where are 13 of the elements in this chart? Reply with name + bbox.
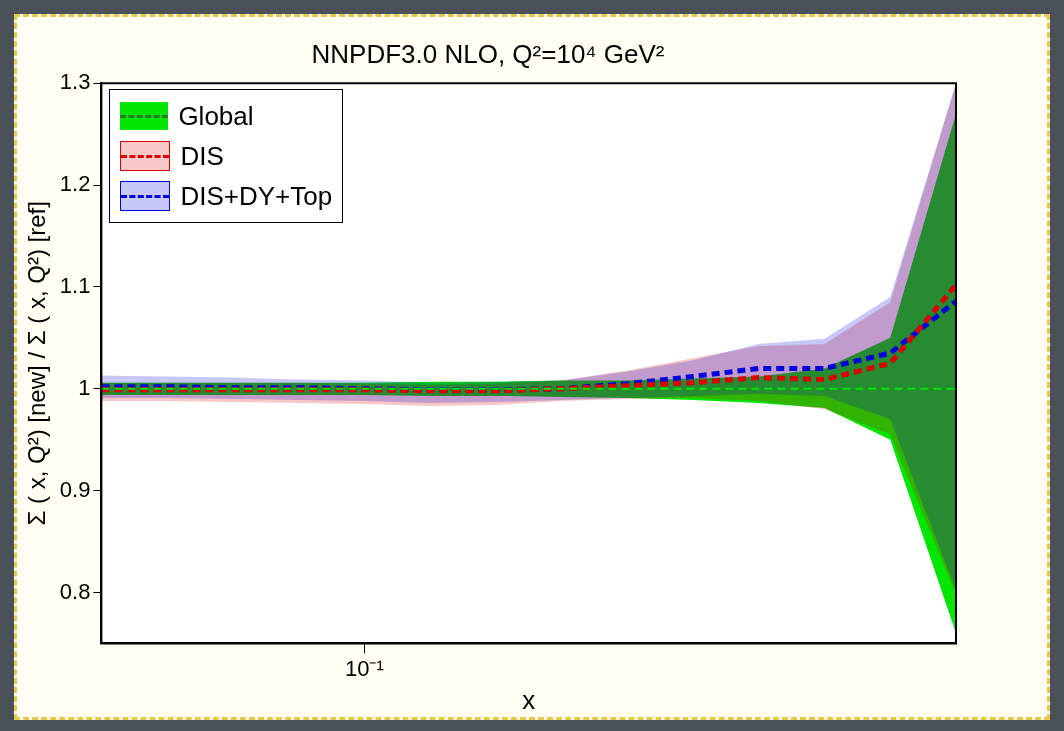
y-tick-label: 0.8 (59, 578, 91, 604)
legend-label: DIS (180, 140, 224, 172)
chart-title: NNPDF3.0 NLO, Q²=10⁴ GeV² (311, 38, 665, 69)
x-tick-label: 10⁻¹ (344, 655, 384, 681)
y-tick-label: 1 (78, 374, 91, 400)
y-tick-label: 0.9 (59, 476, 91, 502)
y-axis-title: Σ ( x, Q²) [new] / Σ ( x, Q²) [ref] (23, 201, 51, 526)
x-axis-title: x (522, 684, 536, 715)
legend-label: DIS+DY+Top (180, 180, 333, 212)
y-tick-label: 1.2 (59, 171, 91, 197)
y-tick-label: 1.3 (59, 69, 91, 95)
legend-label: Global (178, 100, 254, 132)
y-tick-label: 1.1 (59, 272, 91, 298)
